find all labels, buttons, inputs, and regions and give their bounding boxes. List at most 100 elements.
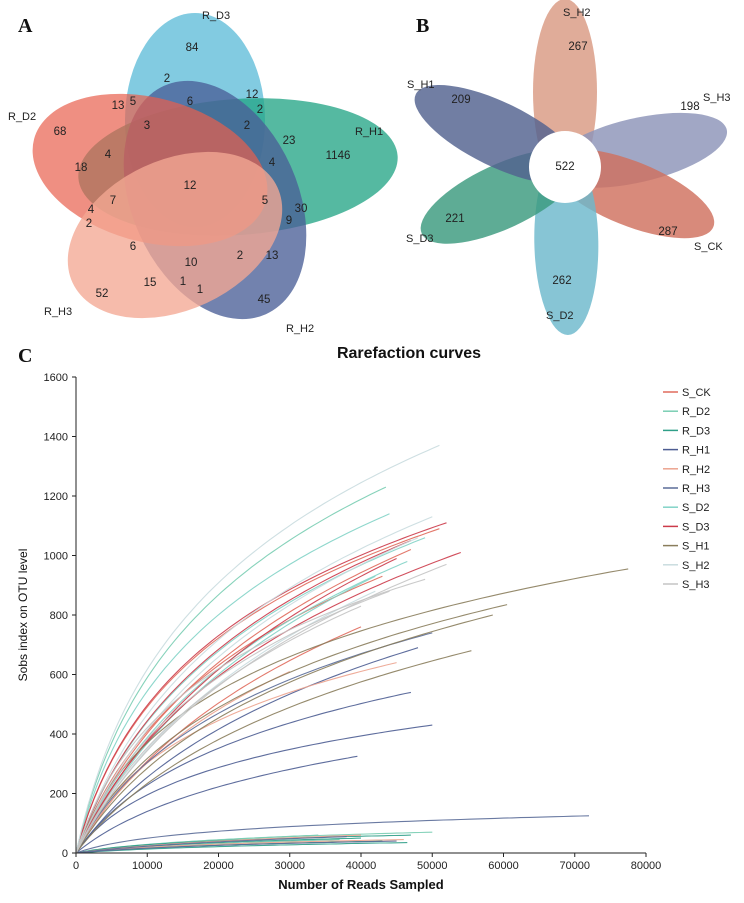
legend-label: R_D2 bbox=[682, 406, 710, 418]
curve-s-d3 bbox=[75, 558, 397, 854]
curve-r-h1 bbox=[75, 724, 433, 854]
panel-label-b: B bbox=[416, 15, 429, 37]
flower-core bbox=[529, 131, 601, 203]
curve-s-d2 bbox=[75, 575, 376, 854]
venn-region: 1 bbox=[180, 276, 186, 288]
flower-petal-value: 198 bbox=[680, 101, 699, 113]
x-tick-label: 10000 bbox=[132, 860, 163, 872]
flower-petal-label: S_H1 bbox=[407, 79, 435, 91]
curve-r-h2 bbox=[75, 662, 397, 854]
curve-s-h1 bbox=[75, 650, 472, 854]
flower-petal-value: 267 bbox=[568, 41, 587, 53]
curve-s-h3 bbox=[75, 563, 447, 854]
flower-petal-value: 209 bbox=[451, 94, 470, 106]
legend-label: S_D3 bbox=[682, 521, 710, 533]
y-tick-label: 400 bbox=[50, 729, 68, 741]
venn-set-r-h3 bbox=[67, 151, 283, 319]
venn-label-r-h1: R_H1 bbox=[355, 126, 383, 138]
venn-region: 10 bbox=[185, 257, 198, 269]
venn-region: 4 bbox=[105, 149, 112, 161]
venn-region-core: 12 bbox=[184, 180, 197, 192]
curve-s-h3 bbox=[75, 605, 362, 854]
curve-r-h3 bbox=[75, 815, 590, 854]
x-tick-label: 0 bbox=[73, 860, 79, 872]
x-tick-label: 50000 bbox=[417, 860, 448, 872]
venn-region: 5 bbox=[130, 96, 136, 108]
venn-unique-r-h2: 45 bbox=[258, 294, 271, 306]
venn-region: 2 bbox=[164, 73, 170, 85]
venn-region: 13 bbox=[266, 250, 279, 262]
x-tick-label: 70000 bbox=[559, 860, 590, 872]
venn-region: 6 bbox=[130, 241, 136, 253]
venn-label-r-d2: R_D2 bbox=[8, 111, 36, 123]
curve-r-h1 bbox=[75, 647, 419, 854]
flower-petal-label: S_CK bbox=[694, 241, 723, 253]
venn-region: 13 bbox=[112, 100, 125, 112]
legend-label: R_H3 bbox=[682, 483, 710, 495]
venn-region: 2 bbox=[86, 218, 92, 230]
panel-label-a: A bbox=[18, 15, 33, 37]
y-tick-label: 800 bbox=[50, 610, 68, 622]
flower-petal-label: S_D2 bbox=[546, 310, 574, 322]
venn-region: 3 bbox=[144, 120, 150, 132]
curve-r-h2 bbox=[75, 839, 404, 854]
venn-region: 2 bbox=[257, 104, 263, 116]
legend-label: S_H1 bbox=[682, 541, 710, 553]
y-tick-label: 1600 bbox=[44, 372, 68, 384]
curve-r-h2 bbox=[75, 671, 291, 854]
venn-region: 4 bbox=[88, 204, 95, 216]
flower-petal-label: S_D3 bbox=[406, 233, 434, 245]
flower-petal-label: S_H2 bbox=[563, 7, 591, 19]
venn-region: 2 bbox=[237, 250, 243, 262]
legend-label: R_D3 bbox=[682, 425, 710, 437]
curve-s-h1 bbox=[75, 604, 508, 854]
curve-r-h3 bbox=[75, 840, 397, 854]
legend-label: S_H3 bbox=[682, 579, 710, 591]
flower-core-value: 522 bbox=[555, 161, 574, 173]
venn-region: 7 bbox=[110, 195, 116, 207]
venn-region: 23 bbox=[283, 135, 296, 147]
venn-panel-a: A R_D3 R_H1 R_H2 R_H3 R_D2 84 1146 45 52… bbox=[8, 10, 398, 335]
y-tick-label: 0 bbox=[62, 848, 68, 860]
venn-region: 12 bbox=[246, 89, 259, 101]
panel-label-c: C bbox=[18, 345, 32, 367]
y-tick-label: 1400 bbox=[44, 432, 68, 444]
x-tick-label: 30000 bbox=[274, 860, 305, 872]
venn-region: 15 bbox=[144, 277, 157, 289]
chart-title: Rarefaction curves bbox=[337, 345, 481, 362]
y-tick-label: 200 bbox=[50, 789, 68, 801]
y-tick-label: 1200 bbox=[44, 491, 68, 503]
venn-label-r-d3: R_D3 bbox=[202, 10, 230, 22]
curve-s-d3 bbox=[75, 551, 461, 854]
curve-s-d2 bbox=[75, 513, 390, 854]
y-tick-label: 1000 bbox=[44, 551, 68, 563]
venn-unique-r-h1: 1146 bbox=[326, 150, 351, 162]
x-tick-label: 80000 bbox=[631, 860, 662, 872]
curve-s-d3 bbox=[75, 540, 412, 854]
venn-region: 1 bbox=[197, 284, 203, 296]
venn-unique-r-d3: 84 bbox=[186, 42, 199, 54]
venn-region: 2 bbox=[244, 120, 250, 132]
venn-region: 6 bbox=[187, 96, 193, 108]
venn-region: 4 bbox=[269, 157, 276, 169]
flower-panel-b: B 267 S_H2 198 S_H3 287 S_CK 262 S_D2 221 S_D3 209… bbox=[406, 0, 731, 335]
curve-s-h2 bbox=[75, 537, 419, 854]
venn-region: 5 bbox=[262, 195, 268, 207]
curve-s-ck bbox=[75, 548, 412, 854]
y-axis-title: Sobs index on OTU level bbox=[16, 549, 30, 682]
venn-region: 18 bbox=[75, 162, 88, 174]
y-tick-label: 600 bbox=[50, 670, 68, 682]
flower-petal-label: S_H3 bbox=[703, 92, 731, 104]
curve-s-h1 bbox=[75, 568, 629, 854]
x-tick-label: 60000 bbox=[488, 860, 519, 872]
venn-unique-r-h3: 52 bbox=[96, 288, 109, 300]
legend-label: S_H2 bbox=[682, 560, 710, 572]
curve-s-h2 bbox=[75, 590, 376, 854]
venn-unique-r-d2: 68 bbox=[54, 126, 67, 138]
legend-label: S_CK bbox=[682, 387, 711, 399]
flower-petal-value: 262 bbox=[552, 275, 571, 287]
flower-petal-value: 221 bbox=[445, 213, 464, 225]
curve-s-h2 bbox=[75, 516, 433, 854]
curve-s-ck bbox=[75, 528, 440, 854]
